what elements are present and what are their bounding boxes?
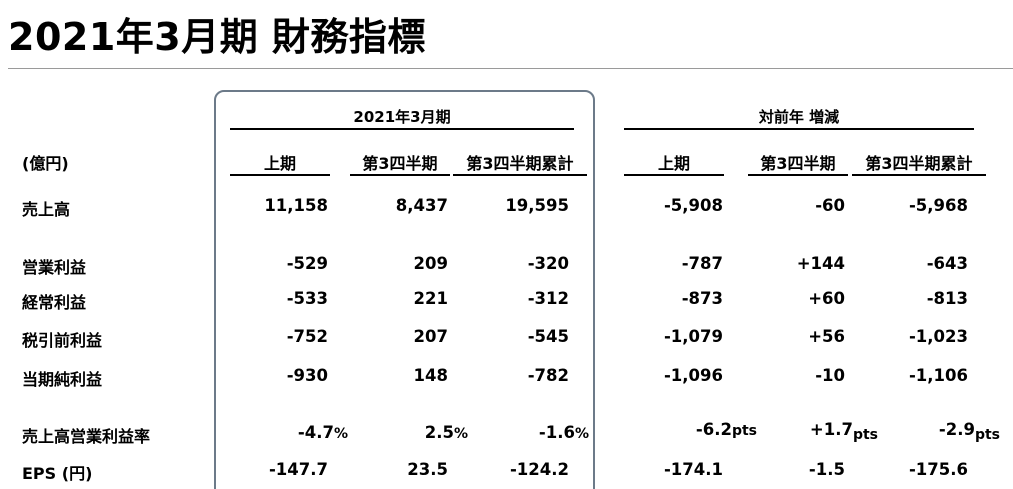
table-cell: -533 [286, 289, 328, 308]
table-cell: -529 [286, 254, 328, 273]
table-cell: +56 [808, 327, 845, 346]
col-underline-yoy-h1 [624, 174, 724, 176]
table-cell: -175.6 [908, 460, 968, 479]
col-underline-yoy-q3 [748, 174, 848, 176]
col-header-yoy-q3: 第3四半期 [760, 154, 836, 173]
table-cell: -930 [286, 366, 328, 385]
col-header-q3: 第3四半期 [362, 154, 438, 173]
table-cell: 148 [413, 366, 448, 385]
table-cell: -5,908 [663, 196, 723, 215]
table-cell: -174.1 [663, 460, 723, 479]
table-cell: -147.7 [268, 460, 328, 479]
group-underline-yoy [624, 128, 974, 130]
table-cell: +144 [796, 254, 845, 273]
table-cell: -320 [527, 254, 569, 273]
table-cell: 11,158 [264, 196, 328, 215]
table-cell: 19,595 [505, 196, 569, 215]
group-header-fy: 2021年3月期 [353, 108, 451, 126]
table-cell: -545 [527, 327, 569, 346]
table-cell: -1,023 [908, 327, 968, 346]
page-title: 2021年3月期 財務指標 [8, 15, 426, 59]
col-header-yoy-q3-cumulative: 第3四半期累計 [865, 154, 973, 173]
table-cell: +1.7pts [809, 420, 878, 443]
title-divider [8, 68, 1013, 69]
fy-highlight-box [214, 90, 595, 489]
table-cell: -312 [527, 289, 569, 308]
table-cell: -1,096 [663, 366, 723, 385]
row-label-net-income: 当期純利益 [22, 370, 103, 389]
col-underline-q3-cumulative [453, 174, 587, 176]
table-cell: 207 [413, 327, 448, 346]
row-label-pretax-income: 税引前利益 [22, 331, 103, 350]
row-label-operating-income: 営業利益 [22, 258, 87, 277]
table-cell: -60 [815, 196, 845, 215]
table-cell: 23.5 [407, 460, 448, 479]
table-cell: -1.5 [808, 460, 845, 479]
table-cell: -1,079 [663, 327, 723, 346]
row-label-revenue: 売上高 [22, 200, 71, 219]
table-cell: -1,106 [908, 366, 968, 385]
table-cell: -752 [286, 327, 328, 346]
table-cell: 209 [413, 254, 448, 273]
table-cell: -4.7% [297, 423, 348, 442]
table-cell: -643 [926, 254, 968, 273]
table-cell: 2.5% [424, 423, 468, 442]
table-cell: -10 [815, 366, 845, 385]
table-cell: -1.6% [538, 423, 589, 442]
table-cell: -782 [527, 366, 569, 385]
table-cell: -2.9pts [938, 420, 1000, 443]
table-cell: -5,968 [908, 196, 968, 215]
group-header-yoy: 対前年 増減 [758, 108, 840, 126]
row-label-ordinary-income: 経常利益 [22, 293, 87, 312]
table-cell: -873 [681, 289, 723, 308]
col-underline-h1 [230, 174, 330, 176]
table-cell: +60 [808, 289, 845, 308]
table-cell: 221 [413, 289, 448, 308]
group-underline-fy [230, 128, 574, 130]
table-cell: 8,437 [395, 196, 448, 215]
col-underline-yoy-q3-cumulative [852, 174, 986, 176]
col-header-h1: 上期 [263, 154, 296, 173]
col-underline-q3 [350, 174, 450, 176]
col-header-q3-cumulative: 第3四半期累計 [466, 154, 574, 173]
table-cell: -813 [926, 289, 968, 308]
table-cell: -787 [681, 254, 723, 273]
table-cell: -6.2pts [695, 420, 757, 439]
unit-label: (億円) [22, 154, 69, 173]
row-label-eps: EPS (円) [22, 464, 93, 483]
table-cell: -124.2 [509, 460, 569, 479]
row-label-operating-margin: 売上高営業利益率 [22, 427, 151, 446]
col-header-yoy-h1: 上期 [657, 154, 690, 173]
